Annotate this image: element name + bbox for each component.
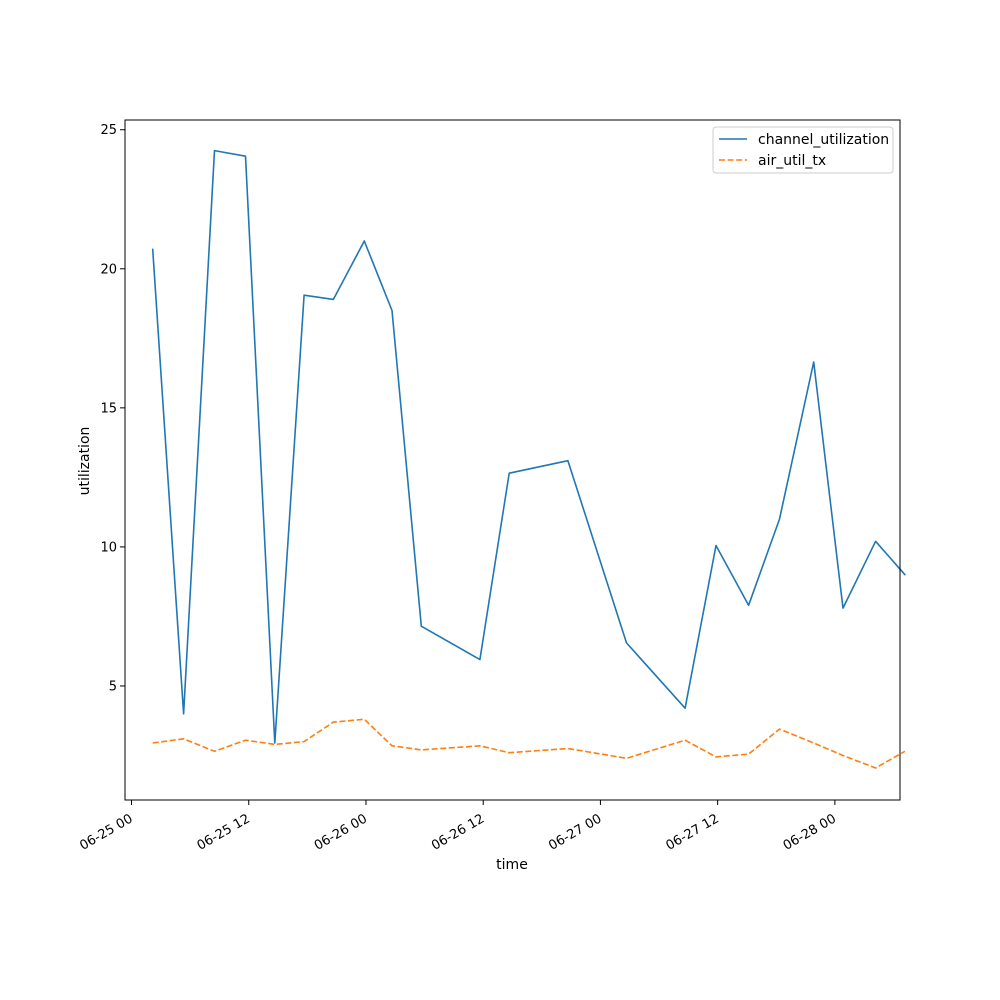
legend-label: channel_utilization xyxy=(758,132,889,148)
y-axis: 5 10 15 20 25 xyxy=(100,123,125,694)
legend-label: air_util_tx xyxy=(758,153,826,169)
y-tick-label: 5 xyxy=(109,679,117,694)
plot-frame xyxy=(124,119,901,801)
plot-lines xyxy=(151,149,906,769)
y-tick-label: 15 xyxy=(100,401,117,416)
series-line-channel-utilization xyxy=(151,149,906,744)
y-tick-label: 25 xyxy=(100,123,117,138)
y-axis-label: utilization xyxy=(77,427,93,496)
y-tick-label: 10 xyxy=(100,540,117,555)
legend: channel_utilization air_util_tx xyxy=(712,126,894,174)
series-line-air-util-tx xyxy=(152,718,906,769)
legend-box xyxy=(712,126,894,174)
x-axis-label: time xyxy=(496,857,528,873)
y-tick-label: 20 xyxy=(100,262,117,277)
